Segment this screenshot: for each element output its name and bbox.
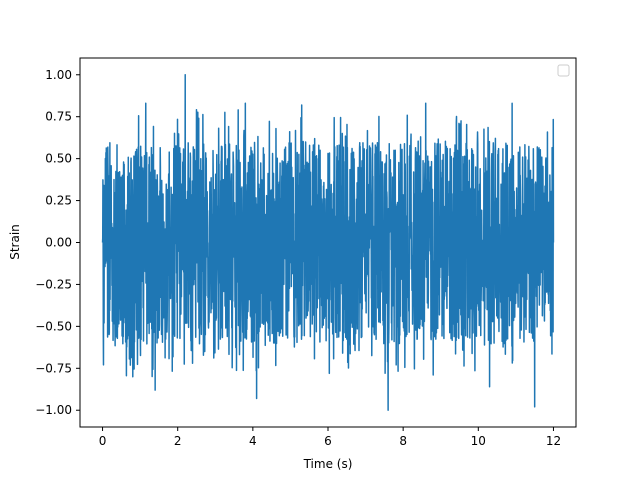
- y-tick-label: 0.75: [45, 110, 72, 124]
- x-tick-label: 2: [174, 434, 182, 448]
- legend: [557, 64, 570, 77]
- y-tick-label: −0.50: [35, 319, 72, 333]
- x-axis-label: Time (s): [303, 457, 353, 471]
- x-tick-label: 12: [546, 434, 561, 448]
- y-tick-label: 0.50: [45, 152, 72, 166]
- y-axis: −1.00 −0.75 −0.50 −0.25 0.00 0.25 0.50 0.75 1.00: [35, 68, 80, 417]
- y-tick-label: −1.00: [35, 403, 72, 417]
- x-tick-label: 0: [99, 434, 107, 448]
- y-axis-label: Strain: [8, 224, 22, 260]
- series-line: [101, 74, 555, 411]
- y-tick-label: −0.75: [35, 361, 72, 375]
- y-tick-label: 0.00: [45, 236, 72, 250]
- y-tick-label: 0.25: [45, 194, 72, 208]
- x-axis: 0 2 4 6 8 10 12: [99, 427, 561, 448]
- x-tick-label: 4: [249, 434, 257, 448]
- x-tick-label: 10: [471, 434, 486, 448]
- x-tick-label: 6: [324, 434, 332, 448]
- x-tick-label: 8: [399, 434, 407, 448]
- legend-box: [557, 64, 570, 77]
- y-tick-label: −0.25: [35, 277, 72, 291]
- y-tick-label: 1.00: [45, 68, 72, 82]
